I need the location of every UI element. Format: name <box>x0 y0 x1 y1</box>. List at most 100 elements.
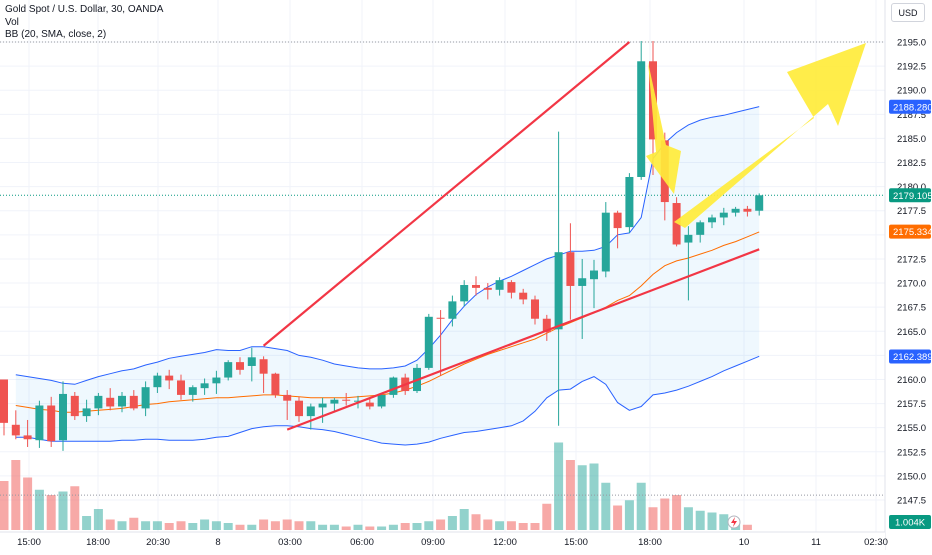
volume-bar <box>318 524 328 530</box>
volume-bar <box>164 523 174 530</box>
candle-body <box>188 387 197 395</box>
price-tick-label: 2165.0 <box>897 327 926 338</box>
drawings[interactable] <box>262 41 866 431</box>
volume-bar <box>34 489 44 530</box>
candle-body <box>212 377 221 384</box>
volume-bar <box>70 486 80 530</box>
volume-bar <box>294 521 304 530</box>
candle-body <box>613 212 622 229</box>
volume-bar <box>577 465 587 530</box>
volume-bar <box>412 523 422 530</box>
currency-button[interactable]: USD <box>891 3 925 22</box>
bollinger-legend[interactable]: BB (20, SMA, close, 2) <box>5 29 107 40</box>
price-tick-label: 2155.0 <box>897 423 926 434</box>
price-label-text: 2179.105 <box>893 191 932 202</box>
time-tick-label: 10 <box>739 537 750 548</box>
volume-bar <box>329 524 339 530</box>
chart-legend: Gold Spot / U.S. Dollar, 30, OANDA Vol B… <box>5 4 163 42</box>
volume-bar <box>341 526 351 530</box>
candle-body <box>271 373 280 395</box>
price-label-text: 2162.389 <box>893 352 932 363</box>
candle-body <box>318 403 327 408</box>
volume-bar <box>46 495 56 530</box>
volume-bar <box>518 523 528 530</box>
candle-body <box>460 284 469 302</box>
candle-body <box>129 395 138 409</box>
price-tick-label: 2195.0 <box>897 38 926 49</box>
trendline <box>286 248 760 431</box>
time-tick-label: 06:00 <box>350 537 374 548</box>
candle-body <box>259 359 268 374</box>
price-label-box <box>889 99 931 114</box>
price-tick-label: 2170.0 <box>897 279 926 290</box>
volume-bar <box>141 521 151 530</box>
candle-body <box>495 280 504 290</box>
candle-body <box>519 292 528 300</box>
price-tick-label: 2192.5 <box>897 62 926 73</box>
candle-body <box>283 394 292 401</box>
candle-body <box>23 435 32 440</box>
candle-body <box>672 203 681 245</box>
trendline <box>262 41 631 347</box>
price-tick-label: 2182.5 <box>897 158 926 169</box>
volume-bar <box>388 524 398 530</box>
volume-bar <box>152 521 162 530</box>
candle-body <box>11 424 20 436</box>
volume-bar <box>683 507 693 530</box>
volume-bar <box>695 510 705 530</box>
volume-bar <box>542 503 552 530</box>
candle-body <box>507 282 516 293</box>
volume-bar <box>306 521 316 530</box>
volume-legend[interactable]: Vol <box>5 16 19 28</box>
volume-bar <box>176 521 186 530</box>
volume-bar <box>282 519 292 530</box>
volume-bar <box>495 521 505 530</box>
volume-bar <box>424 521 434 530</box>
price-axis[interactable]: 2147.5 2150.0 2152.5 2155.0 2157.5 2160.0 2162… <box>884 0 932 550</box>
volume-bar <box>624 500 634 530</box>
candle-body <box>625 176 634 228</box>
volume-bar <box>353 524 363 530</box>
price-label-box <box>889 224 931 239</box>
candle-body <box>59 393 67 441</box>
lightning-glyph-icon <box>731 517 737 527</box>
dotted-price-lines <box>0 41 885 496</box>
volume-bar <box>105 519 115 530</box>
volume-bar <box>211 521 221 530</box>
volume-bar <box>530 523 540 530</box>
candle-body <box>200 383 209 389</box>
price-label-text: 2188.280 <box>893 102 932 113</box>
candle-body <box>590 270 598 280</box>
candle-body <box>684 234 693 243</box>
candle-body <box>365 402 374 407</box>
volume-bar <box>436 519 446 530</box>
candle-body <box>696 222 705 235</box>
time-tick-label: 09:00 <box>421 537 445 548</box>
candle-body <box>531 299 539 319</box>
candle-body <box>141 387 150 409</box>
volume-bar <box>235 524 245 530</box>
price-tick-label: 2150.0 <box>897 471 926 482</box>
volume-bar <box>554 442 564 530</box>
volume-bar <box>613 505 623 530</box>
price-axis-bg <box>885 0 932 550</box>
price-label-text: 2175.334 <box>893 227 932 238</box>
candle-body <box>472 284 480 288</box>
candle-body <box>377 394 386 407</box>
time-tick-label: 15:00 <box>564 537 588 548</box>
candle-body <box>0 379 8 423</box>
volume-bar <box>188 523 198 530</box>
candle-body <box>153 375 162 388</box>
candle-body <box>165 375 174 381</box>
volume-bar <box>259 519 269 530</box>
symbol-title[interactable]: Gold Spot / U.S. Dollar, 30, OANDA <box>5 4 164 15</box>
candle-body <box>354 400 362 402</box>
volume-bar <box>719 514 729 530</box>
volume-bar <box>82 516 92 530</box>
bollinger-fill <box>15 106 760 445</box>
volume-bar <box>483 519 493 530</box>
time-axis[interactable]: 15:00 18:00 20:30 8 03:00 06:00 09:00 12:00 15:0… <box>0 515 888 550</box>
price-tick-label: 2187.5 <box>897 110 926 121</box>
